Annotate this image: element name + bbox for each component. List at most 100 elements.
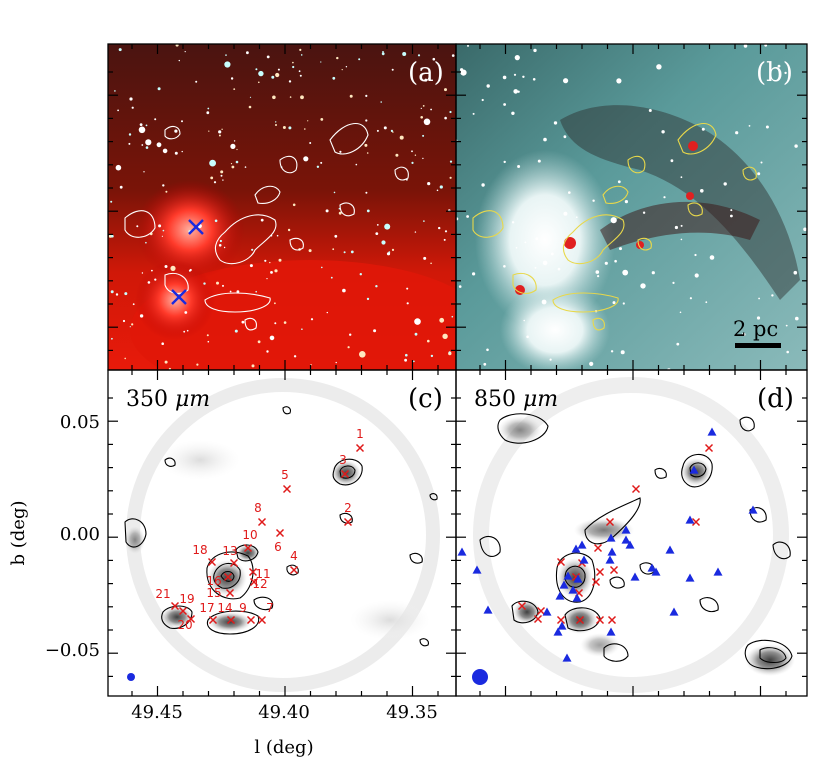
star <box>108 234 113 238</box>
source-number-label: 10 <box>242 528 257 542</box>
star <box>288 126 292 130</box>
star <box>439 185 443 189</box>
blue-triangle-marker <box>621 535 631 544</box>
star <box>223 246 226 249</box>
star <box>343 251 346 254</box>
panel-a-red-nebula-left <box>135 180 245 280</box>
star <box>115 293 119 296</box>
star <box>206 334 209 337</box>
star <box>694 273 699 278</box>
star <box>111 234 114 238</box>
star <box>271 75 275 79</box>
star <box>730 214 733 218</box>
star <box>181 120 183 123</box>
star <box>366 297 370 301</box>
star <box>656 64 662 70</box>
star <box>515 247 518 249</box>
star <box>110 200 113 203</box>
star <box>511 221 515 224</box>
star <box>216 281 219 285</box>
source-marker: 19 <box>178 592 195 616</box>
panel-d-markers <box>457 427 758 662</box>
star <box>124 357 126 360</box>
star <box>304 128 306 130</box>
star <box>231 165 235 169</box>
star <box>532 78 536 81</box>
blue-triangle-marker <box>606 533 616 542</box>
source-number-label: 15 <box>206 586 221 600</box>
star <box>233 140 236 142</box>
star <box>422 157 424 160</box>
star <box>274 269 278 273</box>
xtick-label: 49.40 <box>258 702 310 723</box>
star <box>676 342 680 346</box>
star <box>141 144 144 146</box>
blue-triangle-marker <box>621 525 631 534</box>
star <box>444 116 447 120</box>
star <box>700 189 704 193</box>
star <box>143 171 145 173</box>
star <box>383 126 387 130</box>
source-marker <box>607 615 617 625</box>
star <box>349 333 352 336</box>
star <box>330 276 333 279</box>
star <box>760 161 763 164</box>
star <box>616 78 622 84</box>
star <box>381 240 386 245</box>
star <box>162 229 165 232</box>
blue-triangle-marker <box>579 555 589 564</box>
star <box>423 220 425 222</box>
star <box>784 71 787 75</box>
star <box>251 248 254 251</box>
source-marker: 8 <box>254 501 267 527</box>
star <box>553 121 558 125</box>
source-marker: 21 <box>155 587 180 611</box>
source-marker: 15 <box>206 586 235 600</box>
star <box>604 261 608 265</box>
source-marker <box>595 615 605 625</box>
star <box>196 363 199 366</box>
source-marker <box>575 615 585 625</box>
star <box>131 106 134 109</box>
star <box>619 247 622 251</box>
star <box>444 88 447 92</box>
star <box>124 292 128 296</box>
star <box>209 159 217 167</box>
star <box>537 159 541 163</box>
y-axis-label: b (deg) <box>8 501 29 566</box>
star <box>275 72 280 78</box>
star <box>203 282 206 285</box>
star <box>178 59 180 62</box>
blue-triangle-marker <box>562 653 572 662</box>
star <box>299 48 302 52</box>
star <box>414 231 417 233</box>
star <box>648 109 652 112</box>
star <box>513 89 518 94</box>
star <box>251 364 255 368</box>
star <box>674 225 679 230</box>
panel-d-letter: (d) <box>757 384 794 414</box>
source-number-label: 13 <box>222 544 237 558</box>
star <box>266 278 268 280</box>
star <box>642 211 646 214</box>
star <box>341 69 343 71</box>
scale-bar <box>735 343 781 348</box>
star <box>292 203 296 207</box>
star <box>563 135 567 139</box>
star <box>246 51 249 55</box>
star <box>249 264 253 268</box>
star <box>622 302 625 305</box>
star <box>427 339 430 343</box>
star <box>373 329 377 333</box>
star <box>411 150 413 153</box>
star <box>624 200 629 204</box>
star <box>241 320 245 324</box>
star <box>129 97 133 101</box>
star <box>157 87 161 91</box>
star <box>366 209 370 213</box>
ytick-label: −0.05 <box>45 640 100 661</box>
star <box>145 139 152 146</box>
star <box>236 290 240 294</box>
source-number-label: 7 <box>266 601 274 615</box>
star <box>670 159 674 163</box>
